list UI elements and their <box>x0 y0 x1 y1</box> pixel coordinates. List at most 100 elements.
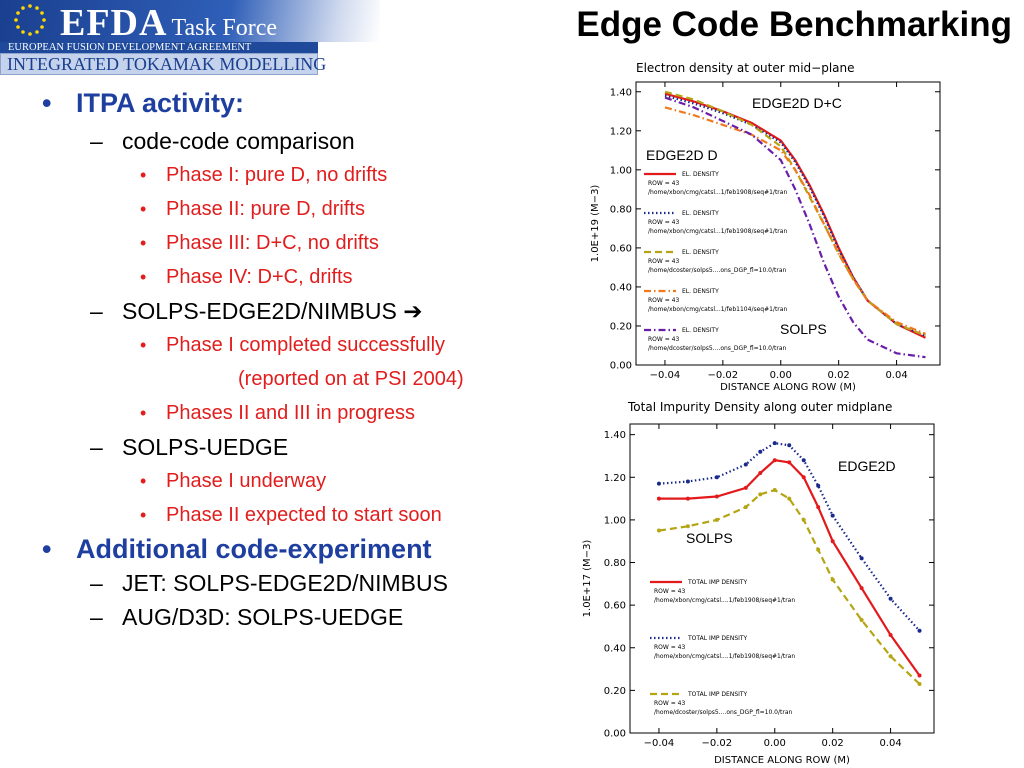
legend-title: TOTAL IMP DENSITY <box>687 691 748 698</box>
legend-path: /home/xbon/cmg/catsl....1/feb1908/seq#1/… <box>654 653 795 660</box>
dash-icon: – <box>90 604 103 630</box>
data-point <box>830 577 835 582</box>
legend-title: EL. DENSITY <box>682 171 719 178</box>
y-tick-label: 0.00 <box>610 361 632 372</box>
legend-title: EL. DENSITY <box>682 249 719 256</box>
outline: • ITPA activity: – code-code comparison • P… <box>40 86 560 634</box>
data-point <box>685 479 690 484</box>
y-tick-label: 1.00 <box>604 515 626 526</box>
logo-main-text: EFDA <box>60 2 168 44</box>
data-point <box>714 494 719 499</box>
x-tick-label: 0.04 <box>885 370 907 381</box>
chart-annotation: EDGE2D <box>838 458 896 474</box>
subbullet-code-code: – code-code comparison <box>40 124 560 158</box>
legend-title: EL. DENSITY <box>682 327 719 334</box>
subbullet-solps-edge2d: – SOLPS-EDGE2D/NIMBUS ➔ <box>40 294 560 328</box>
data-point <box>787 443 792 448</box>
slide-title: Edge Code Benchmarking <box>576 5 1012 44</box>
electron-density-chart: Electron density at outer mid−plane 0.00 0… <box>578 58 950 400</box>
data-point <box>656 528 661 533</box>
item-text: Phases II and III in progress <box>166 402 416 424</box>
data-point <box>685 524 690 529</box>
bullet-dot-icon: • <box>140 233 147 253</box>
data-point <box>801 517 806 522</box>
legend-title: TOTAL IMP DENSITY <box>687 635 748 642</box>
logo-title: EFDA Task Force <box>60 1 277 45</box>
y-tick-label: 1.40 <box>604 430 626 441</box>
dash-icon: – <box>90 570 103 596</box>
bullet-dot-icon: • <box>140 165 147 185</box>
plot-frame <box>629 423 935 734</box>
y-tick-label: 0.20 <box>604 686 626 697</box>
legend-path: /home/xbon/cmg/catsl...1/feb1908/seq#1/t… <box>648 189 787 196</box>
legend-title: TOTAL IMP DENSITY <box>687 579 748 586</box>
bullet-dot-icon: • <box>42 534 52 564</box>
data-point <box>888 654 893 659</box>
item-text: Phase IV: D+C, drifts <box>166 266 353 288</box>
item-phases-progress: • Phases II and III in progress <box>40 396 560 430</box>
item-text: Phase II: pure D, drifts <box>166 198 365 220</box>
data-point <box>917 628 922 633</box>
data-point <box>859 556 864 561</box>
x-axis-label: DISTANCE ALONG ROW (M) <box>714 755 850 766</box>
program-line: INTEGRATED TOKAMAK MODELLING <box>0 53 326 75</box>
data-point <box>830 513 835 518</box>
item-psi-note: (reported on at PSI 2004) <box>238 368 464 390</box>
legend-title: EL. DENSITY <box>682 288 719 295</box>
subbullet-text: JET: SOLPS-EDGE2D/NIMBUS <box>122 570 448 596</box>
eu-flag-icon <box>14 4 46 36</box>
org-line: EUROPEAN FUSION DEVELOPMENT AGREEMENT <box>0 42 318 53</box>
dash-icon: – <box>90 434 103 460</box>
item-text: Phase II expected to start soon <box>166 504 442 526</box>
bullet-text: Additional code-experiment <box>76 534 432 564</box>
legend-path: /home/xbon/cmg/catsl...1/feb1908/seq#1/t… <box>648 228 787 235</box>
y-tick-label: 0.00 <box>604 729 626 740</box>
legend-path: /home/dcoster/solps5....ons_DGP_fl=10.0/… <box>648 267 787 274</box>
subbullet-jet: – JET: SOLPS-EDGE2D/NIMBUS <box>40 566 560 600</box>
x-tick-label: −0.02 <box>702 738 733 749</box>
y-tick-label: 0.80 <box>610 204 632 215</box>
x-tick-label: −0.04 <box>644 738 675 749</box>
arrow-right-icon: ➔ <box>403 298 423 324</box>
bullet-dot-icon: • <box>140 335 147 355</box>
subbullet-text: code-code comparison <box>122 128 355 154</box>
legend-row: ROW = 43 <box>654 700 685 707</box>
subbullet-solps-uedge: – SOLPS-UEDGE <box>40 430 560 464</box>
impurity-density-plot: Total Impurity Density along outer midpl… <box>582 402 935 766</box>
data-point <box>830 539 835 544</box>
legend-path: /home/xbon/cmg/catsl....1/feb1908/seq#1/… <box>654 597 795 604</box>
series-line <box>664 106 926 335</box>
data-point <box>859 618 864 623</box>
legend-path: /home/xbon/cmg/catsl...1/feb1104/seq#1/t… <box>648 306 787 313</box>
x-axis-label: DISTANCE ALONG ROW (M) <box>720 382 856 393</box>
data-point <box>743 462 748 467</box>
legend-row: ROW = 43 <box>654 644 685 651</box>
data-point <box>859 586 864 591</box>
bullet-dot-icon: • <box>140 267 147 287</box>
item-phase1-completed: • Phase I completed successfully <box>40 328 560 362</box>
impurity-density-chart: Total Impurity Density along outer midpl… <box>572 402 952 766</box>
chart-annotation: SOLPS <box>686 530 733 546</box>
item-text: Phase III: D+C, no drifts <box>166 232 379 254</box>
bullet-text: ITPA activity: <box>76 88 245 118</box>
data-point <box>888 596 893 601</box>
data-point <box>801 458 806 463</box>
bullet-code-experiment: • Additional code-experiment <box>40 532 560 566</box>
data-point <box>656 496 661 501</box>
data-point <box>743 505 748 510</box>
data-point <box>685 496 690 501</box>
y-tick-label: 1.20 <box>604 473 626 484</box>
legend-title: EL. DENSITY <box>682 210 719 217</box>
bullet-itpa: • ITPA activity: <box>40 86 560 120</box>
data-point <box>772 441 777 446</box>
data-point <box>772 458 777 463</box>
logo-sub-text: Task Force <box>171 15 278 41</box>
dash-icon: – <box>90 298 103 324</box>
data-point <box>917 681 922 686</box>
chart-title: Total Impurity Density along outer midpl… <box>627 402 892 414</box>
bullet-dot-icon: • <box>140 471 147 491</box>
item-phase4: • Phase IV: D+C, drifts <box>40 260 560 294</box>
data-point <box>656 481 661 486</box>
data-point <box>743 485 748 490</box>
legend-row: ROW = 43 <box>648 219 679 226</box>
